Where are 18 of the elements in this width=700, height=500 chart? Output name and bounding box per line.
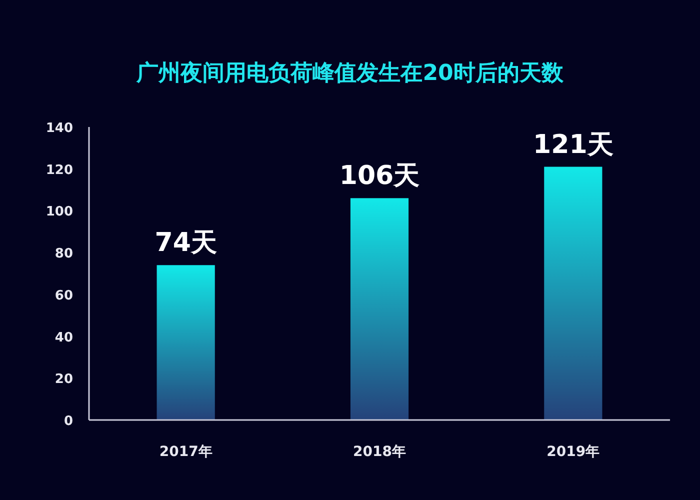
bar <box>544 166 602 420</box>
chart-title: 广州夜间用电负荷峰值发生在20时后的天数 <box>136 60 564 86</box>
data-label: 121天 <box>533 130 614 160</box>
data-label: 106天 <box>339 161 420 192</box>
data-label: 74天 <box>154 228 217 258</box>
y-tick-label: 0 <box>64 414 73 429</box>
x-tick-label: 2018年 <box>353 444 406 460</box>
y-tick-label: 40 <box>54 330 73 346</box>
bar <box>156 265 215 420</box>
y-tick-label: 100 <box>46 204 73 220</box>
y-tick-label: 140 <box>46 121 73 136</box>
y-tick-label: 20 <box>54 372 73 388</box>
y-tick-label: 120 <box>46 162 73 178</box>
y-tick-label: 80 <box>54 246 73 262</box>
bar <box>350 198 409 420</box>
y-tick-label: 60 <box>54 288 73 304</box>
x-tick-label: 2017年 <box>159 444 212 460</box>
x-tick-label: 2019年 <box>546 444 600 460</box>
